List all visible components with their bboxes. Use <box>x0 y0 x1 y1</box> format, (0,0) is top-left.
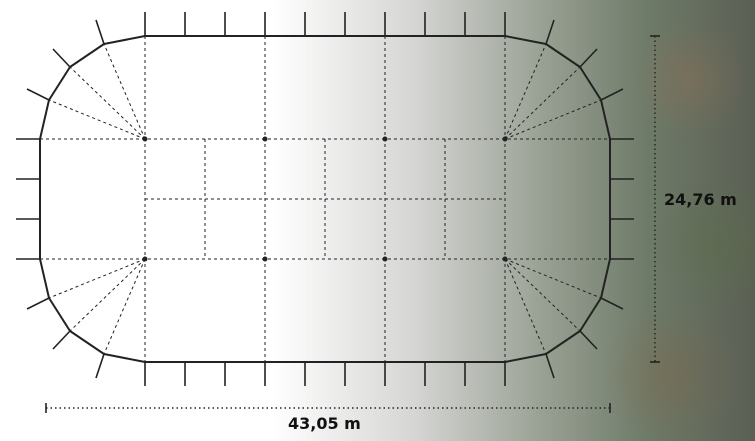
width-label: 43,05 m <box>288 414 361 433</box>
height-dimension <box>650 35 660 363</box>
stake-ticks <box>16 12 634 386</box>
width-dimension <box>45 403 611 413</box>
pole-markers <box>142 136 508 262</box>
inner-grid <box>40 36 615 362</box>
height-label: 24,76 m <box>664 190 737 209</box>
forest-background <box>540 0 755 441</box>
